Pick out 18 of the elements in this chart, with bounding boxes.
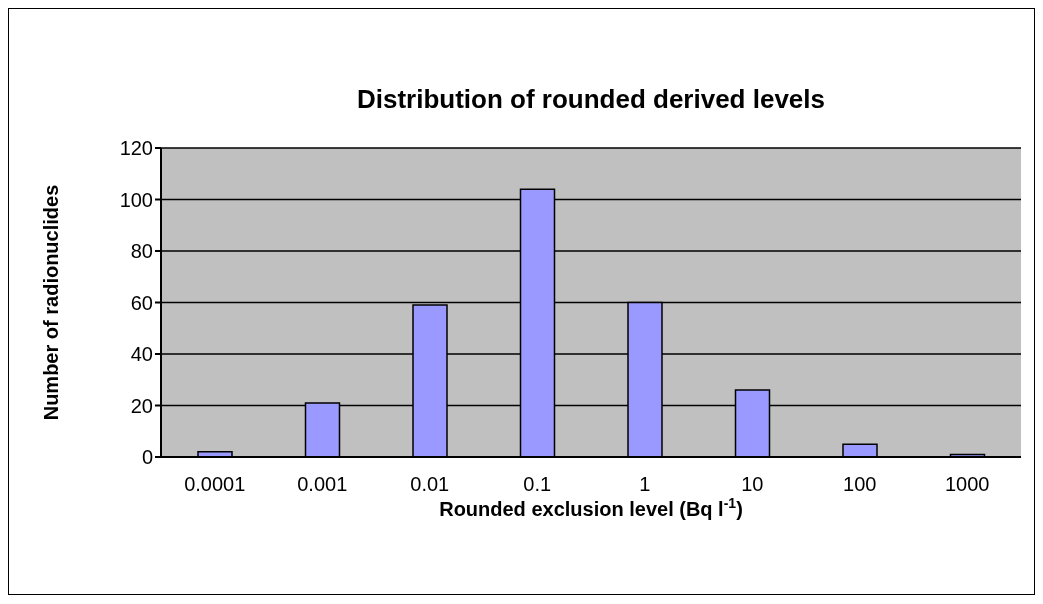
chart-title: Distribution of rounded derived levels [355,84,827,115]
y-tick-label: 80 [130,240,153,263]
x-tick-label: 10 [741,473,764,496]
y-tick-label: 20 [130,394,153,417]
x-axis-title: Rounded exclusion level (Bq l$^{-1}$) [439,495,743,520]
y-tick-label: 120 [119,137,153,160]
y-tick-label: 100 [119,188,153,211]
x-tick-label: 100 [843,473,877,496]
y-tick-label: 0 [141,446,153,469]
y-tick-label: 60 [130,291,153,314]
y-tick-label: 40 [130,343,153,366]
x-tick-label: 0.1 [523,473,552,496]
x-tick-label: 0.01 [410,473,450,496]
x-tick-label: 0.0001 [184,473,246,496]
x-tick-label: 1 [639,473,651,496]
x-tick-label: 0.001 [297,473,348,496]
x-tick-label: 1000 [945,473,990,496]
y-axis-title: Number of radionuclides [40,184,63,421]
